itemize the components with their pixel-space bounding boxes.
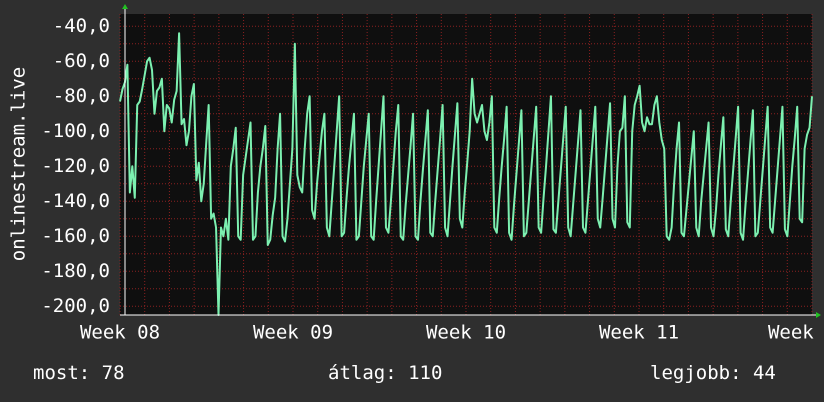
x-axis-arrow — [816, 312, 821, 318]
best-value-label: legjobb: 44 — [650, 362, 776, 384]
y-tick-label: -160,0 — [41, 225, 110, 247]
average-value-label: átlag: 110 — [328, 362, 443, 384]
y-tick-label: -140,0 — [41, 190, 110, 212]
y-tick-label: -40,0 — [53, 15, 110, 37]
series-layer — [119, 32, 813, 316]
x-tick-label: Week 11 — [599, 322, 679, 344]
y-axis-label: onlinestream.live — [8, 67, 30, 261]
x-tick-label: Week 09 — [253, 322, 333, 344]
y-tick-label: -80,0 — [53, 85, 110, 107]
y-tick-labels: -40,0 -60,0 -80,0 -100,0 -120,0 -140,0 -160,0 -… — [41, 15, 110, 317]
x-tick-label: Week 08 — [80, 322, 160, 344]
x-tick-labels: Week 08 Week 09 Week 10 Week 11 Week 12 — [80, 322, 824, 344]
x-tick-label: Week 12 — [768, 322, 824, 344]
y-tick-label: -120,0 — [41, 155, 110, 177]
y-tick-label: -200,0 — [41, 295, 110, 317]
series-line — [119, 32, 813, 316]
axes — [120, 4, 821, 318]
x-tick-label: Week 10 — [426, 322, 506, 344]
y-tick-label: -180,0 — [41, 260, 110, 282]
current-value-label: most: 78 — [33, 362, 125, 384]
y-tick-label: -100,0 — [41, 120, 110, 142]
y-tick-label: -60,0 — [53, 50, 110, 72]
y-axis-arrow — [122, 4, 128, 9]
